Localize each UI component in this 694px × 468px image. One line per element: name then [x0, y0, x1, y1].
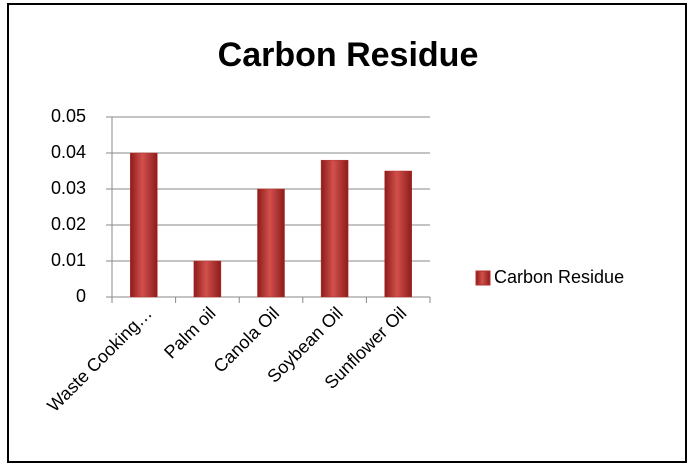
y-tick-label: 0.01 [51, 250, 86, 270]
legend-label: Carbon Residue [494, 267, 624, 287]
y-tick-label: 0.04 [51, 142, 86, 162]
bar [257, 188, 285, 298]
bar [130, 152, 158, 298]
chart-title: Carbon Residue [218, 36, 479, 74]
bar [384, 170, 412, 298]
y-tick-label: 0 [76, 286, 86, 306]
legend-swatch [475, 270, 491, 286]
y-tick-label: 0.05 [51, 106, 86, 126]
y-tick-label: 0.02 [51, 214, 86, 234]
bar [320, 159, 349, 298]
bar [193, 260, 222, 298]
y-tick-label: 0.03 [51, 178, 86, 198]
